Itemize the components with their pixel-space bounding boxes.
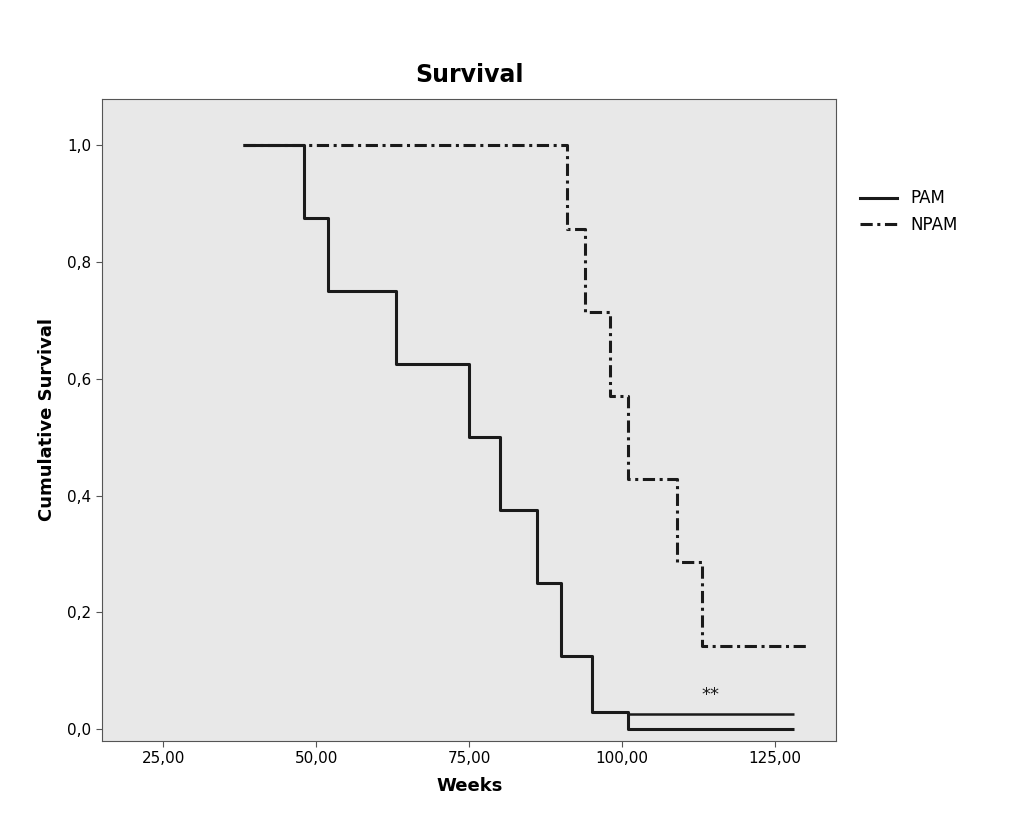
X-axis label: Weeks: Weeks (435, 777, 502, 795)
Title: Survival: Survival (415, 63, 523, 87)
Text: **: ** (701, 686, 719, 704)
Y-axis label: Cumulative Survival: Cumulative Survival (38, 319, 56, 521)
Legend: PAM, NPAM: PAM, NPAM (859, 189, 957, 234)
